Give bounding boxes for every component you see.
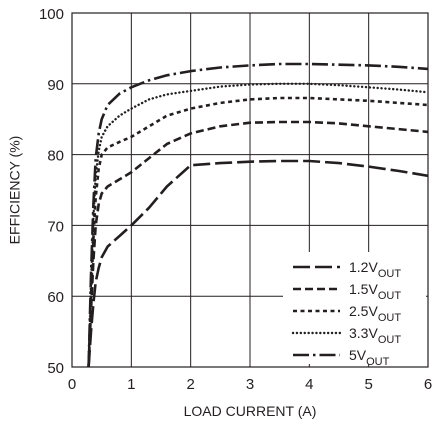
- series-group: [87, 62, 428, 367]
- y-tick-label-70: 70: [47, 218, 64, 235]
- series-line-1: [87, 159, 428, 367]
- legend-label-name: 2.5V: [349, 303, 378, 319]
- legend-label-subscript: OUT: [378, 268, 402, 280]
- series-line-3: [87, 96, 428, 367]
- tick-labels: 0 1 2 3 4 5 6 50 60 70 80 90 100: [39, 6, 432, 393]
- x-axis-label: LOAD CURRENT (A): [184, 403, 317, 419]
- legend-label-subscript: OUT: [378, 312, 402, 324]
- y-tick-label-60: 60: [47, 289, 64, 306]
- x-tick-label-4: 4: [305, 376, 313, 393]
- plot-frame: [71, 12, 429, 368]
- legend-box: [283, 252, 426, 364]
- y-tick-label-50: 50: [47, 360, 64, 377]
- legend-label-3: 2.5VOUT: [349, 303, 401, 324]
- y-axis-label: EFFICIENCY (%): [7, 136, 23, 245]
- series-line-2: [87, 120, 428, 367]
- legend-label-2: 1.5VOUT: [349, 281, 401, 302]
- legend-label-name: 1.2V: [349, 259, 378, 275]
- legend-label-1: 1.2VOUT: [349, 259, 401, 280]
- x-tick-label-3: 3: [246, 376, 254, 393]
- x-tick-label-5: 5: [364, 376, 372, 393]
- y-tick-label-90: 90: [47, 77, 64, 94]
- legend-label-name: 1.5V: [349, 281, 378, 297]
- x-tick-label-6: 6: [424, 376, 432, 393]
- legend-label-5: 5VOUT: [349, 347, 390, 368]
- x-tick-label-2: 2: [186, 376, 194, 393]
- y-tick-label-100: 100: [39, 6, 64, 23]
- legend-label-subscript: OUT: [378, 334, 402, 346]
- legend-label-subscript: OUT: [366, 356, 390, 368]
- series-line-5: [87, 62, 428, 367]
- legend-label-name: 5V: [349, 347, 367, 363]
- x-tick-label-0: 0: [68, 376, 76, 393]
- legend-label-4: 3.3VOUT: [349, 325, 401, 346]
- legend-label-name: 3.3V: [349, 325, 378, 341]
- y-tick-label-80: 80: [47, 148, 64, 165]
- legend-label-subscript: OUT: [378, 290, 402, 302]
- x-tick-label-1: 1: [127, 376, 135, 393]
